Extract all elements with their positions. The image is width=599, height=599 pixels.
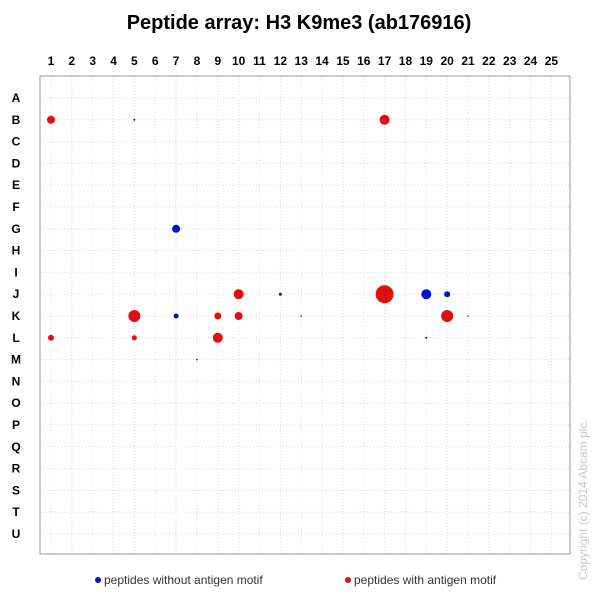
data-point — [196, 358, 198, 361]
data-point — [212, 332, 223, 343]
y-tick-label: R — [12, 462, 21, 476]
x-tick-label: 7 — [173, 54, 180, 68]
x-tick-label: 8 — [194, 54, 201, 68]
y-tick-label: F — [12, 200, 19, 214]
x-tick-label: 6 — [152, 54, 159, 68]
legend-marker-without-motif — [95, 577, 101, 583]
x-tick-label: 20 — [440, 54, 454, 68]
data-point — [375, 285, 394, 304]
x-tick-label: 24 — [524, 54, 538, 68]
x-tick-label: 22 — [482, 54, 496, 68]
data-point — [173, 313, 179, 319]
data-point — [379, 114, 390, 125]
x-tick-label: 12 — [274, 54, 288, 68]
x-tick-label: 1 — [48, 54, 55, 68]
legend: peptides without antigen motif peptides … — [95, 573, 497, 587]
y-tick-label: Q — [11, 440, 20, 454]
x-tick-label: 5 — [131, 54, 138, 68]
y-tick-label: G — [11, 222, 20, 236]
data-point — [47, 115, 55, 124]
x-tick-label: 14 — [315, 54, 329, 68]
y-tick-label: M — [11, 353, 21, 367]
plot-frame — [39, 75, 571, 555]
data-point — [234, 312, 243, 320]
x-tick-label: 23 — [503, 54, 517, 68]
y-tick-label: S — [12, 483, 20, 497]
x-tick-label: 10 — [232, 54, 246, 68]
data-point — [278, 292, 282, 296]
legend-marker-with-motif — [345, 577, 351, 583]
data-point — [421, 289, 432, 300]
x-tick-label: 25 — [545, 54, 559, 68]
x-tick-label: 9 — [214, 54, 221, 68]
data-point — [425, 336, 428, 339]
y-tick-label: I — [14, 265, 17, 279]
y-tick-label: P — [12, 418, 20, 432]
y-tick-label: D — [12, 156, 21, 170]
data-point — [444, 291, 451, 298]
x-tick-label: 2 — [69, 54, 76, 68]
data-point — [233, 289, 244, 300]
y-tick-label: L — [12, 331, 19, 345]
y-tick-label: H — [12, 244, 21, 258]
legend-label-with-motif: peptides with antigen motif — [354, 573, 497, 587]
data-point — [48, 334, 54, 341]
x-tick-label: 21 — [461, 54, 475, 68]
y-tick-label: E — [12, 178, 20, 192]
y-tick-label: K — [12, 309, 21, 323]
copyright-notice: Copyright (c) 2014 Abcam plc. — [576, 419, 590, 580]
y-tick-label: A — [12, 91, 21, 105]
data-point — [131, 335, 137, 341]
data-point — [133, 118, 136, 121]
data-point — [128, 310, 141, 322]
x-tick-label: 18 — [399, 54, 413, 68]
data-points — [47, 114, 469, 361]
data-point — [172, 224, 181, 233]
y-tick-label: T — [12, 505, 20, 519]
x-tick-label: 17 — [378, 54, 392, 68]
x-tick-label: 16 — [357, 54, 371, 68]
y-tick-label: B — [12, 113, 21, 127]
data-point — [300, 315, 303, 317]
y-tick-label: N — [12, 374, 21, 388]
y-tick-label: C — [12, 135, 21, 149]
data-point — [441, 310, 454, 322]
legend-label-without-motif: peptides without antigen motif — [104, 573, 263, 587]
y-tick-label: U — [12, 527, 21, 541]
x-tick-label: 11 — [253, 54, 266, 68]
chart-title: Peptide array: H3 K9me3 (ab176916) — [127, 12, 472, 34]
x-tick-label: 4 — [110, 54, 117, 68]
y-tick-label: O — [11, 396, 20, 410]
y-tick-label: J — [13, 287, 20, 301]
x-tick-label: 15 — [336, 54, 350, 68]
data-point — [467, 315, 469, 317]
x-tick-label: 19 — [420, 54, 434, 68]
x-tick-labels: 1 2 3 4 5 6 7 8 9 10 11 12 13 14 15 16 17 18 19 20 21 22 23 24 2… — [48, 54, 559, 68]
grid — [40, 76, 570, 554]
data-point — [214, 312, 222, 320]
x-tick-label: 13 — [295, 54, 309, 68]
x-tick-label: 3 — [89, 54, 96, 68]
